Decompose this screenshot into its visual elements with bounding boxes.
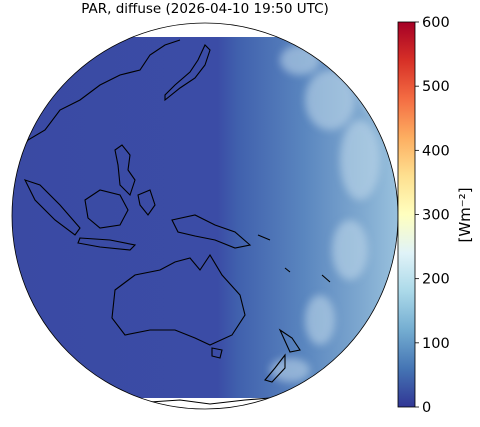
colorbar-label: [Wm⁻²]	[456, 187, 474, 242]
chart-title: PAR, diffuse (2026-04-10 19:50 UTC)	[81, 1, 329, 17]
colorbar-tick-label: 400	[422, 143, 450, 159]
colorbar-tick-label: 0	[422, 400, 431, 416]
colorbar-tick-label: 100	[422, 336, 450, 352]
colorbar-tick-label: 500	[422, 79, 450, 95]
colorbar-tick-label: 600	[422, 15, 450, 31]
colorbar-tick-label: 300	[422, 208, 450, 224]
colorbar	[397, 21, 416, 408]
map-image	[12, 37, 398, 405]
colorbar-tick-label: 200	[422, 272, 450, 288]
